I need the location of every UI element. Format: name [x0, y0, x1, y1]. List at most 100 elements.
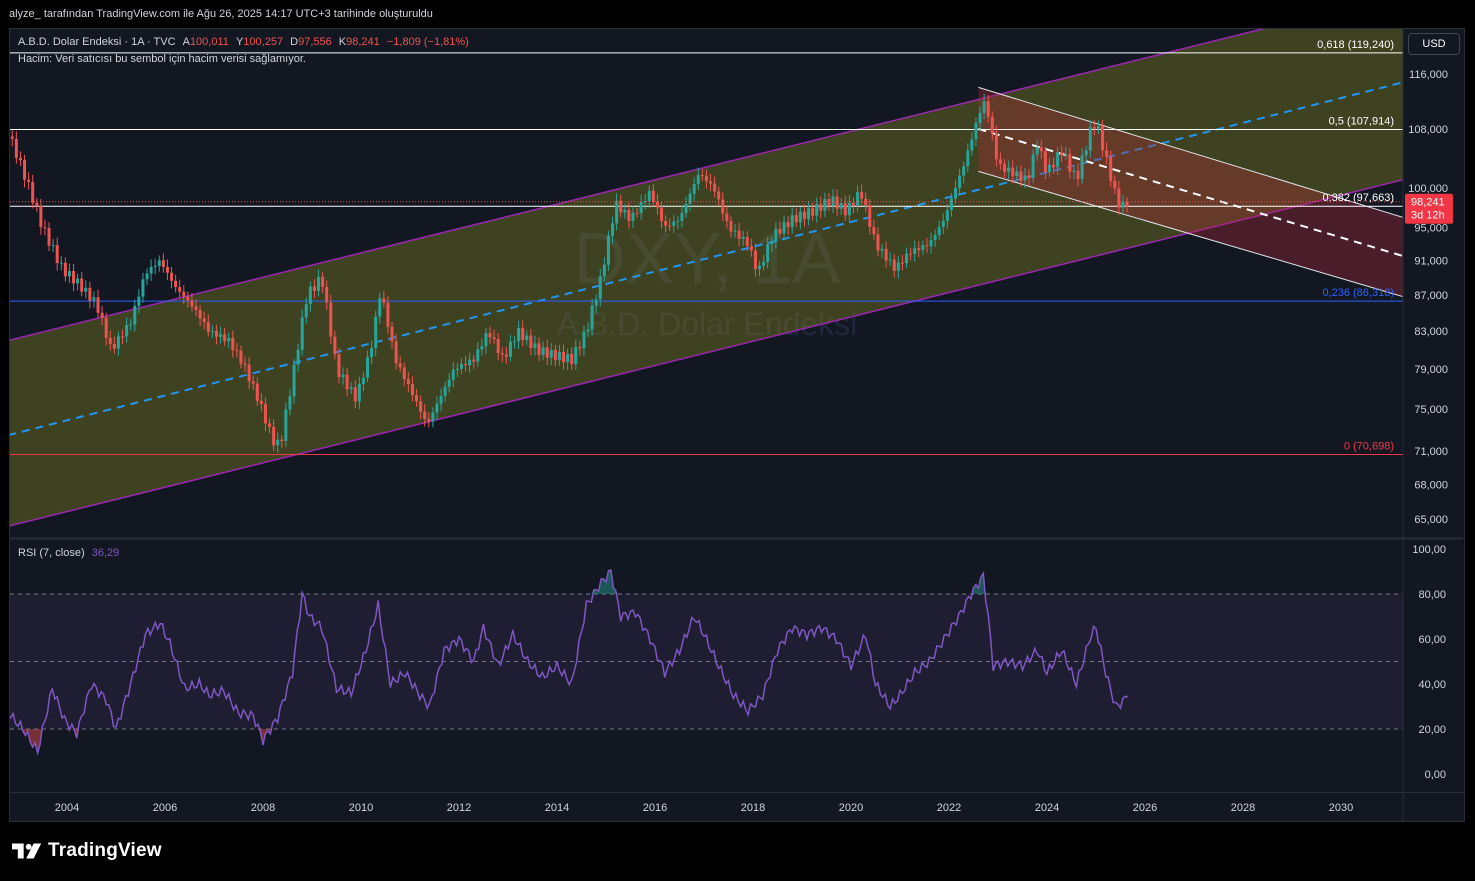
candle-body	[574, 347, 578, 365]
symbol-name[interactable]: A.B.D. Dolar Endeksi · 1A · TVC	[18, 36, 176, 48]
candle-body	[345, 374, 349, 390]
ascending-channel-lower[interactable]	[8, 178, 1409, 527]
candle-body	[933, 234, 937, 241]
candle-body	[374, 316, 378, 349]
candle-body	[47, 227, 51, 246]
candle-body	[231, 337, 235, 350]
currency-button[interactable]: USD	[1408, 33, 1460, 55]
descending-channel-lower[interactable]	[978, 170, 1409, 298]
rsi-value: 36,29	[91, 547, 120, 559]
candle-body	[108, 337, 112, 344]
candle-body	[1125, 201, 1129, 207]
candle-body	[557, 351, 561, 361]
rsi-title[interactable]: RSI (7, close)	[18, 547, 85, 559]
time-tick-2016: 2016	[643, 802, 667, 814]
candle-body	[80, 278, 84, 292]
candle-body	[1003, 163, 1007, 172]
candle-body	[268, 423, 272, 427]
brand-name: TradingView	[48, 840, 162, 861]
rsi-line[interactable]	[8, 569, 1129, 756]
candle-body	[10, 136, 14, 139]
candle-body	[170, 272, 174, 281]
candle-body	[1043, 151, 1047, 173]
close-label: K	[338, 36, 347, 48]
candle-body	[876, 234, 880, 251]
candle-body	[851, 202, 855, 206]
candle-body	[786, 221, 790, 228]
time-tick-2014: 2014	[545, 802, 569, 814]
candle-body	[721, 199, 725, 214]
candle-body	[729, 221, 733, 232]
candle-body	[219, 334, 223, 337]
ascending-channel-midline[interactable]	[8, 81, 1409, 436]
candle-body	[541, 347, 545, 355]
candle-body	[664, 221, 668, 226]
candle-body	[839, 203, 843, 209]
ascending-channel-fill	[10, 29, 1403, 526]
candle-body	[986, 101, 990, 117]
symbol-legend[interactable]: A.B.D. Dolar Endeksi · 1A · TVC A100,011…	[18, 36, 469, 48]
candle-body	[129, 324, 133, 326]
candle-body	[317, 276, 321, 291]
ascending-channel-upper[interactable]	[8, 0, 1409, 341]
candle-body	[304, 304, 308, 318]
descending-channel-midline[interactable]	[978, 127, 1409, 258]
candle-body	[794, 215, 798, 223]
candle-body	[125, 325, 129, 337]
attribution-bar: alyze_ tarafından TradingView.com ile Ağ…	[0, 0, 1475, 28]
time-tick-2018: 2018	[741, 802, 765, 814]
fib-label-2: 0,382 (97,663)	[1322, 192, 1394, 204]
candle-body	[594, 299, 598, 306]
brand[interactable]: TradingView	[12, 840, 162, 862]
candle-body	[88, 287, 92, 301]
candle-body	[745, 236, 749, 247]
candle-body	[484, 333, 488, 347]
candle-body	[1068, 154, 1072, 172]
candle-body	[1031, 154, 1035, 178]
descending-channel-upper[interactable]	[978, 86, 1409, 219]
candle-body	[896, 262, 900, 271]
candle-body	[435, 403, 439, 413]
candle-body	[913, 248, 917, 254]
candle-body	[63, 262, 67, 277]
candle-body	[917, 248, 921, 250]
candle-body	[978, 113, 982, 123]
candle-body	[954, 187, 958, 199]
candles[interactable]	[7, 93, 1129, 453]
candle-body	[606, 235, 610, 265]
candle-body	[1027, 175, 1031, 178]
candle-body	[676, 221, 680, 223]
candle-body	[464, 364, 468, 366]
candle-body	[72, 270, 76, 284]
candle-body	[990, 116, 994, 134]
candle-body	[549, 349, 553, 358]
candle-body	[394, 341, 398, 364]
rsi-pane[interactable]	[8, 569, 1403, 756]
candle-body	[133, 305, 137, 325]
candle-body	[35, 202, 39, 206]
price-tick-8: 75,000	[1414, 404, 1448, 416]
candle-body	[51, 245, 55, 247]
candle-body	[905, 253, 909, 263]
volume-note: Hacim: Veri satıcısı bu sembol için haci…	[18, 53, 306, 65]
price-tick-1: 108,000	[1408, 124, 1448, 136]
rsi-legend[interactable]: RSI (7, close) 36,29	[18, 547, 119, 559]
candle-body	[758, 265, 762, 270]
candle-body	[451, 369, 455, 380]
candle-body	[647, 190, 651, 202]
candle-body	[223, 334, 227, 342]
candle-body	[406, 379, 410, 385]
candle-body	[790, 215, 794, 228]
fib-label-3: 0,236 (86,318)	[1322, 287, 1394, 299]
candle-body	[1096, 126, 1100, 129]
candle-body	[468, 359, 472, 366]
candle-body	[611, 223, 615, 236]
candle-body	[1019, 171, 1023, 181]
candle-body	[566, 353, 570, 363]
candle-body	[598, 276, 602, 300]
candle-body	[210, 330, 214, 332]
candle-body	[410, 384, 414, 396]
